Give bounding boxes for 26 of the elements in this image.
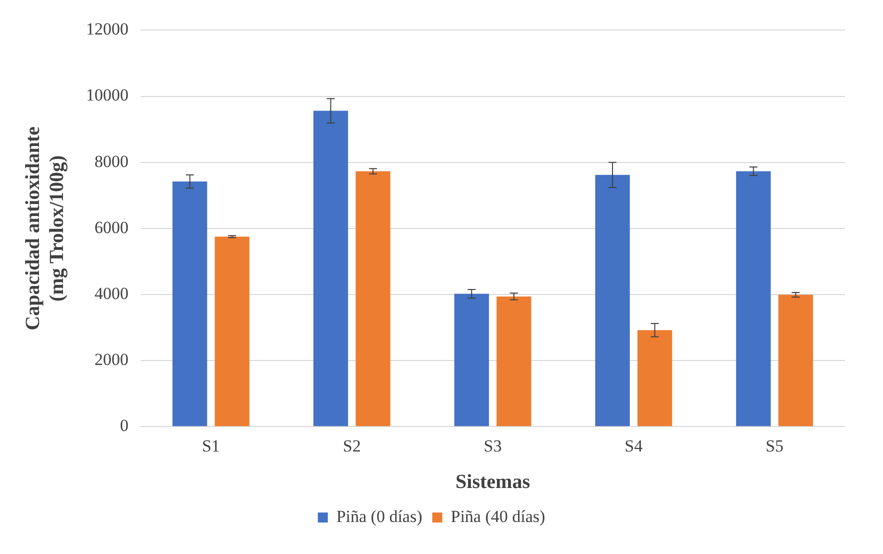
legend-label: Piña (40 días) [450, 506, 546, 526]
bar [313, 110, 348, 426]
y-tick-label: 2000 [94, 350, 128, 369]
bar [736, 171, 771, 426]
bar [637, 330, 672, 426]
x-axis-title: Sistemas [456, 471, 530, 494]
y-axis-title: Capacidad antioxidante (mg Trolox/100g) [22, 126, 68, 330]
x-tick-label: S4 [624, 436, 644, 456]
y-tick-label: 8000 [94, 152, 128, 171]
bar [454, 294, 489, 426]
bar [496, 296, 532, 426]
legend-label: Piña (0 días) [336, 506, 422, 526]
y-tick-label: 4000 [94, 284, 128, 303]
bar [172, 181, 208, 426]
y-tick-label: 10000 [86, 86, 128, 105]
y-tick-label: 0 [120, 416, 128, 436]
x-tick-label: S1 [202, 436, 220, 456]
bar [214, 236, 250, 426]
y-tick-label: 6000 [94, 218, 128, 237]
bar [778, 294, 814, 426]
x-tick-label: S2 [342, 436, 361, 456]
x-tick-label: S5 [766, 436, 784, 456]
bar [356, 171, 390, 426]
bar [595, 174, 630, 426]
y-tick-label: 12000 [86, 20, 128, 39]
x-tick-label: S3 [484, 436, 502, 456]
